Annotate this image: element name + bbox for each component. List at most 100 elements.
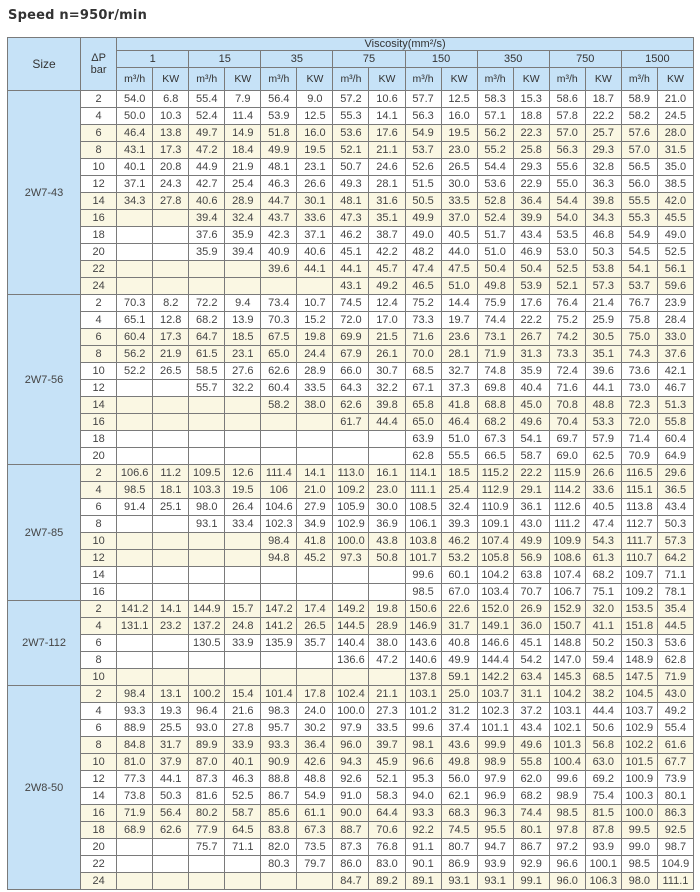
dp-cell: 14 — [80, 566, 118, 584]
flow-cell: 53.6 — [332, 124, 370, 142]
flow-cell: 98.0 — [620, 872, 658, 890]
power-cell: 32.2 — [224, 379, 262, 397]
flow-cell: 103.7 — [476, 685, 514, 703]
flow-cell: 54.1 — [620, 260, 658, 278]
size-cell: 2W7-112 — [6, 600, 82, 686]
dp-cell: 20 — [80, 243, 118, 261]
flow-cell: 52.2 — [116, 362, 154, 380]
power-cell: 43.6 — [440, 736, 478, 754]
table-row: 6 88.9 25.5 93.0 27.8 95.7 30.2 97.9 33.5 99.6 37.… — [8, 719, 695, 737]
flow-cell: 91.1 — [404, 838, 442, 856]
power-cell: 37.0 — [440, 209, 478, 227]
power-cell: 53.9 — [512, 277, 550, 295]
dp-cell: 6 — [80, 634, 118, 652]
power-cell: 27.8 — [152, 192, 190, 210]
power-cell: 29.6 — [656, 464, 695, 482]
power-cell: 19.8 — [368, 600, 406, 618]
table-row: 18 63.9 51.0 67.3 54.1 69.7 57.9 71.4 60.4 — [8, 430, 695, 448]
power-cell: 86.3 — [656, 804, 695, 822]
dp-cell: 8 — [80, 345, 118, 363]
flow-cell: 115.2 — [476, 464, 514, 482]
flow-cell: 73.6 — [620, 362, 658, 380]
flow-cell: 57.6 — [620, 124, 658, 142]
flow-cell: 111.1 — [404, 481, 442, 499]
power-cell: 86.7 — [512, 838, 550, 856]
flow-cell: 56.4 — [260, 90, 298, 108]
power-cell: 80.7 — [440, 838, 478, 856]
flow-cell: 94.7 — [476, 838, 514, 856]
flow-unit-header: m³/h — [188, 67, 226, 91]
flow-cell: 131.1 — [116, 617, 154, 635]
flow-cell: 54.5 — [620, 243, 658, 261]
dp-cell: 6 — [80, 124, 118, 142]
power-cell: 26.5 — [152, 362, 190, 380]
power-cell: 57.3 — [584, 277, 622, 295]
flow-cell: 99.6 — [404, 719, 442, 737]
flow-cell: 52.6 — [404, 158, 442, 176]
flow-cell — [116, 583, 154, 601]
flow-cell — [188, 277, 226, 295]
power-unit-header: KW — [368, 67, 406, 91]
flow-cell: 56.3 — [404, 107, 442, 125]
power-cell — [152, 379, 190, 397]
flow-cell: 96.0 — [548, 872, 586, 890]
power-cell — [224, 855, 262, 873]
flow-cell: 93.9 — [476, 855, 514, 873]
flow-cell: 55.2 — [476, 141, 514, 159]
power-cell: 78.1 — [656, 583, 695, 601]
power-cell: 52.5 — [224, 787, 262, 805]
flow-cell: 90.1 — [404, 855, 442, 873]
table-row: 10 81.0 37.9 87.0 40.1 90.9 42.6 94.3 45.9 96.6 49… — [8, 753, 695, 771]
power-cell: 14.1 — [368, 107, 406, 125]
power-cell: 23.1 — [296, 158, 334, 176]
power-cell: 46.3 — [224, 770, 262, 788]
flow-cell: 103.1 — [548, 702, 586, 720]
power-cell: 30.2 — [296, 719, 334, 737]
flow-cell: 84.8 — [116, 736, 154, 754]
power-cell: 29.1 — [512, 481, 550, 499]
power-cell: 22.9 — [512, 175, 550, 193]
flow-cell: 111.2 — [548, 515, 586, 533]
power-cell: 48.8 — [296, 770, 334, 788]
flow-cell — [116, 549, 154, 567]
power-cell: 51.0 — [440, 430, 478, 448]
flow-cell — [188, 396, 226, 414]
power-cell: 33.5 — [368, 719, 406, 737]
power-cell: 70.7 — [512, 583, 550, 601]
power-cell — [368, 447, 406, 465]
flow-cell: 81.0 — [116, 753, 154, 771]
power-cell: 49.2 — [368, 277, 406, 295]
flow-cell: 93.1 — [476, 872, 514, 890]
power-unit-header: KW — [296, 67, 334, 91]
flow-cell: 150.7 — [548, 617, 586, 635]
size-cell: 2W7-56 — [6, 294, 82, 465]
power-cell: 61.1 — [296, 804, 334, 822]
table-row: 14 34.3 27.8 40.6 28.9 44.7 30.1 48.1 31.6 50.5 33… — [8, 192, 695, 210]
flow-cell: 57.2 — [332, 90, 370, 108]
power-cell: 39.7 — [368, 736, 406, 754]
flow-cell: 50.7 — [332, 158, 370, 176]
flow-cell — [260, 413, 298, 431]
power-cell: 30.7 — [368, 362, 406, 380]
flow-cell: 90.9 — [260, 753, 298, 771]
viscosity-75: 75 — [332, 50, 406, 68]
flow-cell: 141.2 — [116, 600, 154, 618]
power-cell: 42.6 — [296, 753, 334, 771]
power-cell: 32.0 — [584, 600, 622, 618]
flow-cell: 101.3 — [548, 736, 586, 754]
power-cell: 40.1 — [224, 753, 262, 771]
power-cell: 49.6 — [512, 413, 550, 431]
power-cell: 86.9 — [440, 855, 478, 873]
flow-cell: 106.6 — [116, 464, 154, 482]
flow-cell: 97.9 — [476, 770, 514, 788]
power-cell: 38.7 — [368, 226, 406, 244]
flow-cell — [116, 634, 154, 652]
power-cell — [296, 872, 334, 890]
flow-cell: 64.3 — [332, 379, 370, 397]
flow-cell: 43.1 — [116, 141, 154, 159]
power-cell: 25.4 — [224, 175, 262, 193]
power-cell: 14.4 — [440, 294, 478, 312]
flow-cell: 52.1 — [548, 277, 586, 295]
power-cell: 38.2 — [584, 685, 622, 703]
dp-cell: 4 — [80, 481, 118, 499]
